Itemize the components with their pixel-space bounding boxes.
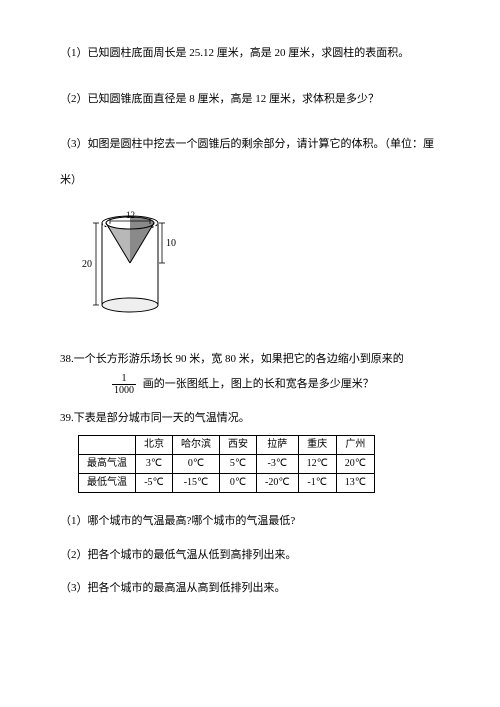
cone-height-label: 10 [166, 238, 176, 249]
cylinder-cone-figure: 12 10 20 [82, 209, 440, 326]
problem-3: （3）如图是圆柱中挖去一个圆锥后的剩余部分，请计算它的体积。（单位：厘 [60, 136, 440, 154]
problem-2-text: （2）已知圆锥底面直径是 8 厘米，高是 12 厘米，求体积是多少？ [60, 93, 379, 105]
cell: 3℃ [136, 455, 173, 474]
problem-3-text-cont: 米） [60, 174, 82, 186]
cell: -3℃ [257, 455, 299, 474]
problem-39-q3: （3）把各个城市的最高温从高到低排列出来。 [60, 580, 440, 598]
table-row: 最低气温 -5℃ -15℃ 0℃ -20℃ -1℃ 13℃ [79, 474, 375, 493]
th-xian: 西安 [220, 436, 257, 455]
cyl-height-label: 20 [82, 259, 92, 270]
cell: 0℃ [173, 455, 220, 474]
problem-39-q2: （2）把各个城市的最低气温从低到高排列出来。 [60, 547, 440, 565]
cell: -5℃ [136, 474, 173, 493]
frac-den: 1000 [112, 385, 136, 396]
row-low-label: 最低气温 [79, 474, 136, 493]
problem-39-intro: 39.下表是部分城市同一天的气温情况。 [60, 410, 440, 428]
temperature-table: 北京 哈尔滨 西安 拉萨 重庆 广州 最高气温 3℃ 0℃ 5℃ -3℃ 12℃… [78, 435, 375, 493]
table-row: 最高气温 3℃ 0℃ 5℃ -3℃ 12℃ 20℃ [79, 455, 375, 474]
problem-3-cont: 米） [60, 172, 440, 190]
cell: 12℃ [298, 455, 336, 474]
th-beijing: 北京 [136, 436, 173, 455]
diameter-label: 12 [126, 210, 135, 220]
cell: -15℃ [173, 474, 220, 493]
th-blank [79, 436, 136, 455]
cell: 5℃ [220, 455, 257, 474]
frac-num: 1 [112, 373, 136, 385]
fraction-1-1000: 1 1000 [112, 373, 136, 396]
table-header-row: 北京 哈尔滨 西安 拉萨 重庆 广州 [79, 436, 375, 455]
problem-39: 39.下表是部分城市同一天的气温情况。 北京 哈尔滨 西安 拉萨 重庆 广州 最… [60, 410, 440, 598]
problem-2: （2）已知圆锥底面直径是 8 厘米，高是 12 厘米，求体积是多少？ [60, 91, 440, 109]
cell: -20℃ [257, 474, 299, 493]
problem-1: （1）已知圆柱底面周长是 25.12 厘米，高是 20 厘米，求圆柱的表面积。 [60, 45, 440, 63]
problem-38-line2-wrap: 1 1000 画的一张图纸上，图上的长和宽各是多少厘米？ [108, 373, 440, 396]
problem-38: 38.一个长方形游乐场长 90 米，宽 80 米，如果把它的各边缩小到原来的 1… [60, 351, 440, 396]
problem-38-line2: 画的一张图纸上，图上的长和宽各是多少厘米？ [143, 378, 374, 390]
problem-38-line1: 38.一个长方形游乐场长 90 米，宽 80 米，如果把它的各边缩小到原来的 [60, 351, 440, 369]
figure-svg: 12 10 20 [82, 209, 192, 319]
th-chongqing: 重庆 [298, 436, 336, 455]
row-high-label: 最高气温 [79, 455, 136, 474]
problem-3-text: （3）如图是圆柱中挖去一个圆锥后的剩余部分，请计算它的体积。（单位：厘 [60, 138, 434, 150]
th-harbin: 哈尔滨 [173, 436, 220, 455]
cell: 20℃ [336, 455, 374, 474]
cell: 13℃ [336, 474, 374, 493]
cell: -1℃ [298, 474, 336, 493]
th-lhasa: 拉萨 [257, 436, 299, 455]
problem-39-q1: （1）哪个城市的气温最高?哪个城市的气温最低? [60, 513, 440, 531]
th-guangzhou: 广州 [336, 436, 374, 455]
problem-1-text: （1）已知圆柱底面周长是 25.12 厘米，高是 20 厘米，求圆柱的表面积。 [60, 47, 409, 59]
cell: 0℃ [220, 474, 257, 493]
